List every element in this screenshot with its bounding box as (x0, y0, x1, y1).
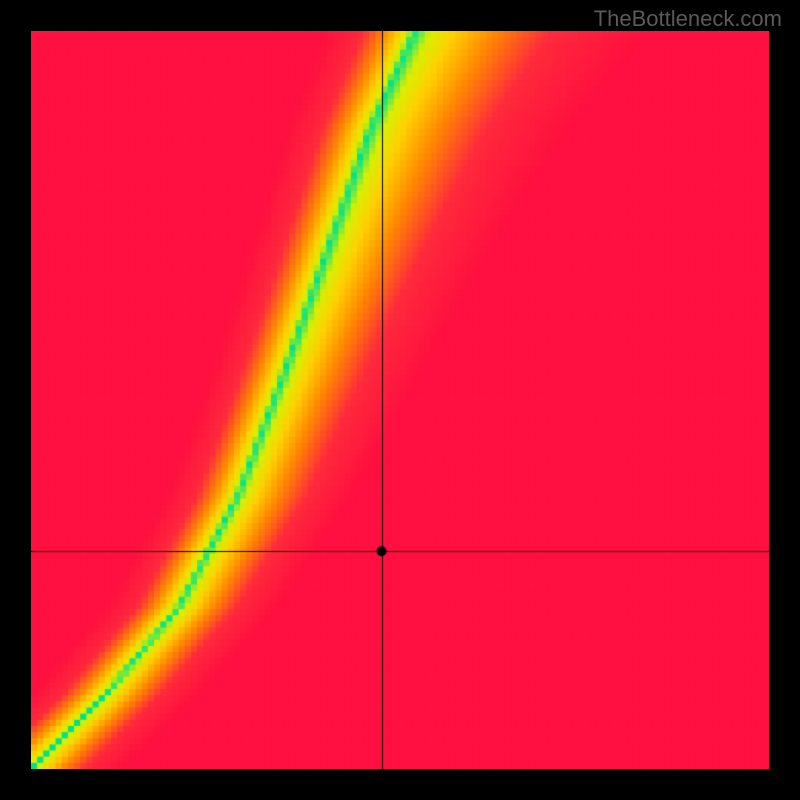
chart-container: TheBottleneck.com (0, 0, 800, 800)
heatmap-canvas (31, 31, 769, 769)
watermark-text: TheBottleneck.com (594, 6, 782, 32)
heatmap-plot (31, 31, 769, 769)
